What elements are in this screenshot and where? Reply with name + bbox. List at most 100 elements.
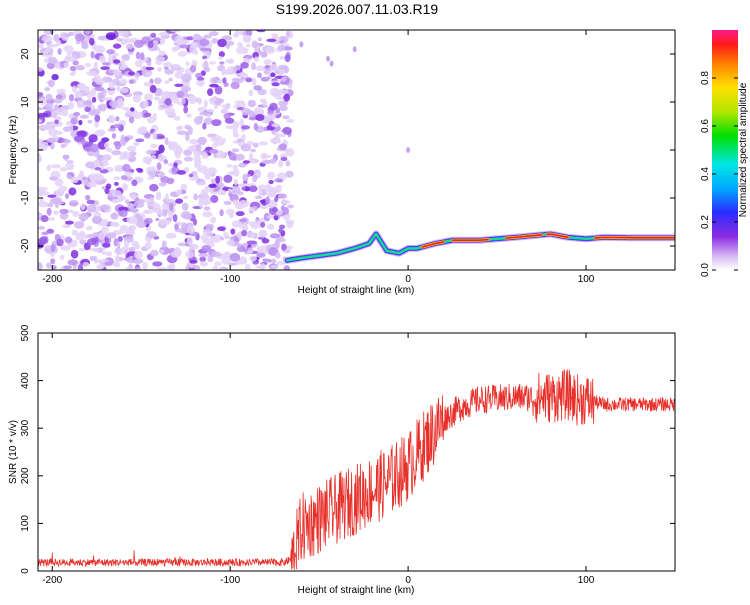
noise-blob <box>100 218 109 227</box>
noise-blob <box>86 233 97 239</box>
noise-blob <box>64 139 72 144</box>
signal-band-red <box>505 234 543 239</box>
noise-blob <box>53 98 63 104</box>
noise-blob <box>257 88 267 96</box>
noise-blob <box>157 67 162 72</box>
noise-blob <box>274 252 281 259</box>
noise-blob <box>50 258 56 265</box>
noise-blob <box>236 243 242 248</box>
noise-blob <box>94 86 105 92</box>
noise-blob <box>44 30 51 37</box>
noise-blob <box>121 58 126 66</box>
noise-blob <box>260 98 266 104</box>
noise-blob <box>142 156 153 164</box>
colorbar-tick-label: 0.6 <box>700 119 711 133</box>
noise-blob <box>240 76 246 81</box>
noise-blob <box>217 38 227 48</box>
noise-blob <box>73 112 81 116</box>
noise-blob <box>162 202 170 212</box>
noise-blob <box>170 30 181 33</box>
noise-blob <box>95 129 106 137</box>
noise-blob <box>241 133 246 141</box>
noise-blob <box>143 100 149 109</box>
noise-blob <box>63 265 72 270</box>
noise-blob <box>178 51 187 57</box>
noise-blob <box>49 176 58 181</box>
noise-blob <box>119 209 128 218</box>
noise-blob <box>232 199 239 206</box>
noise-blob <box>198 116 204 120</box>
noise-blob <box>270 258 277 264</box>
noise-blob <box>101 250 106 255</box>
noise-blob <box>223 200 232 206</box>
noise-blob <box>207 88 214 96</box>
noise-blob <box>248 206 255 211</box>
noise-blob <box>149 183 159 192</box>
noise-blob <box>259 263 266 270</box>
noise-blob <box>201 152 209 159</box>
noise-blob <box>97 232 106 240</box>
noise-blob <box>255 171 261 177</box>
noise-blob <box>223 232 229 239</box>
noise-blob <box>269 102 278 111</box>
noise-blob <box>186 226 196 234</box>
noise-blob <box>202 170 208 176</box>
noise-blob <box>163 91 172 96</box>
noise-blob <box>102 242 111 248</box>
noise-blob <box>54 104 59 111</box>
noise-blob <box>129 116 135 124</box>
noise-blob <box>70 176 79 184</box>
noise-blob <box>84 177 89 186</box>
noise-blob <box>56 88 66 94</box>
noise-blob <box>79 114 90 119</box>
noise-blob <box>154 96 160 101</box>
noise-blob <box>406 147 411 153</box>
noise-blob <box>232 164 238 170</box>
noise-blob <box>256 252 266 258</box>
noise-blob <box>107 55 113 65</box>
noise-blob <box>196 78 205 87</box>
noise-blob <box>46 62 55 70</box>
noise-blob <box>144 93 154 102</box>
noise-blob <box>102 62 111 66</box>
noise-blob <box>207 254 214 263</box>
noise-blob <box>236 46 247 55</box>
noise-blob <box>135 138 145 143</box>
noise-blob <box>166 232 177 239</box>
noise-blob <box>158 32 170 37</box>
noise-blob <box>264 65 271 69</box>
noise-blob <box>65 162 75 171</box>
noise-blob <box>260 76 270 82</box>
noise-blob <box>267 171 275 180</box>
noise-blob <box>185 132 190 142</box>
noise-blob <box>283 93 291 102</box>
noise-blob <box>168 77 173 82</box>
noise-blob <box>248 89 254 96</box>
noise-blob <box>253 85 262 91</box>
noise-blob <box>208 61 217 65</box>
noise-blob <box>46 137 57 144</box>
noise-blob <box>175 144 182 154</box>
noise-blob <box>38 153 42 162</box>
noise-blob <box>247 109 252 115</box>
noise-blob <box>171 166 177 172</box>
noise-blob <box>281 200 291 205</box>
noise-blob <box>221 256 231 265</box>
noise-blob <box>194 265 201 270</box>
noise-blob <box>188 173 194 178</box>
noise-blob <box>147 41 154 49</box>
noise-blob <box>79 230 85 237</box>
noise-blob <box>205 223 215 230</box>
noise-blob <box>226 164 233 168</box>
noise-blob <box>68 199 79 207</box>
noise-blob <box>76 83 84 90</box>
noise-blob <box>41 231 49 236</box>
noise-blob <box>211 119 222 127</box>
noise-blob <box>143 81 153 87</box>
noise-blob <box>44 87 51 92</box>
noise-blob <box>70 249 79 259</box>
noise-blob <box>249 255 257 262</box>
noise-blob <box>267 110 274 115</box>
noise-blob <box>286 148 295 157</box>
noise-blob <box>206 113 212 118</box>
